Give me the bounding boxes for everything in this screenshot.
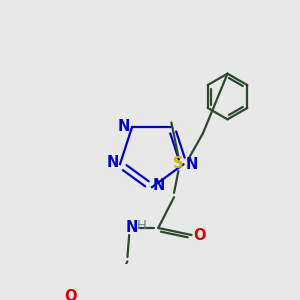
Text: N: N [126, 220, 138, 236]
Text: O: O [193, 227, 206, 242]
Text: O: O [64, 289, 76, 300]
Text: N: N [118, 119, 130, 134]
Text: N: N [153, 178, 165, 193]
Text: N: N [107, 155, 119, 170]
Text: N: N [185, 157, 198, 172]
Text: S: S [173, 156, 184, 171]
Text: H: H [136, 219, 146, 232]
